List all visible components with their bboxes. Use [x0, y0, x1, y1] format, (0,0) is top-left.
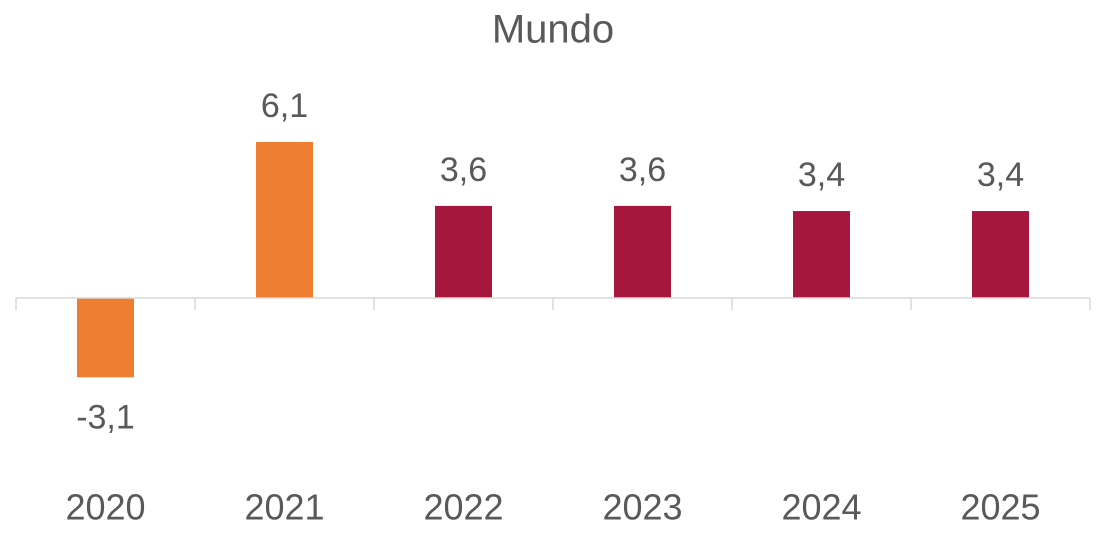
bar [614, 205, 671, 298]
value-label: 3,4 [977, 156, 1024, 194]
x-tick-label: 2024 [781, 487, 861, 528]
bar [435, 205, 492, 298]
x-tick-label: 2025 [960, 487, 1040, 528]
x-tick-label: 2023 [602, 487, 682, 528]
bar [256, 142, 313, 298]
bar [77, 298, 134, 378]
value-label: 6,1 [261, 87, 308, 125]
x-tick-label: 2022 [423, 487, 503, 528]
value-label: -3,1 [76, 398, 135, 436]
bar [793, 211, 850, 298]
value-label: 3,6 [440, 151, 487, 189]
x-tick-label: 2020 [65, 487, 145, 528]
value-label: 3,4 [798, 156, 845, 194]
value-label: 3,6 [619, 151, 666, 189]
bar [972, 211, 1029, 298]
x-tick-label: 2021 [244, 487, 324, 528]
chart-title: Mundo [492, 8, 614, 52]
